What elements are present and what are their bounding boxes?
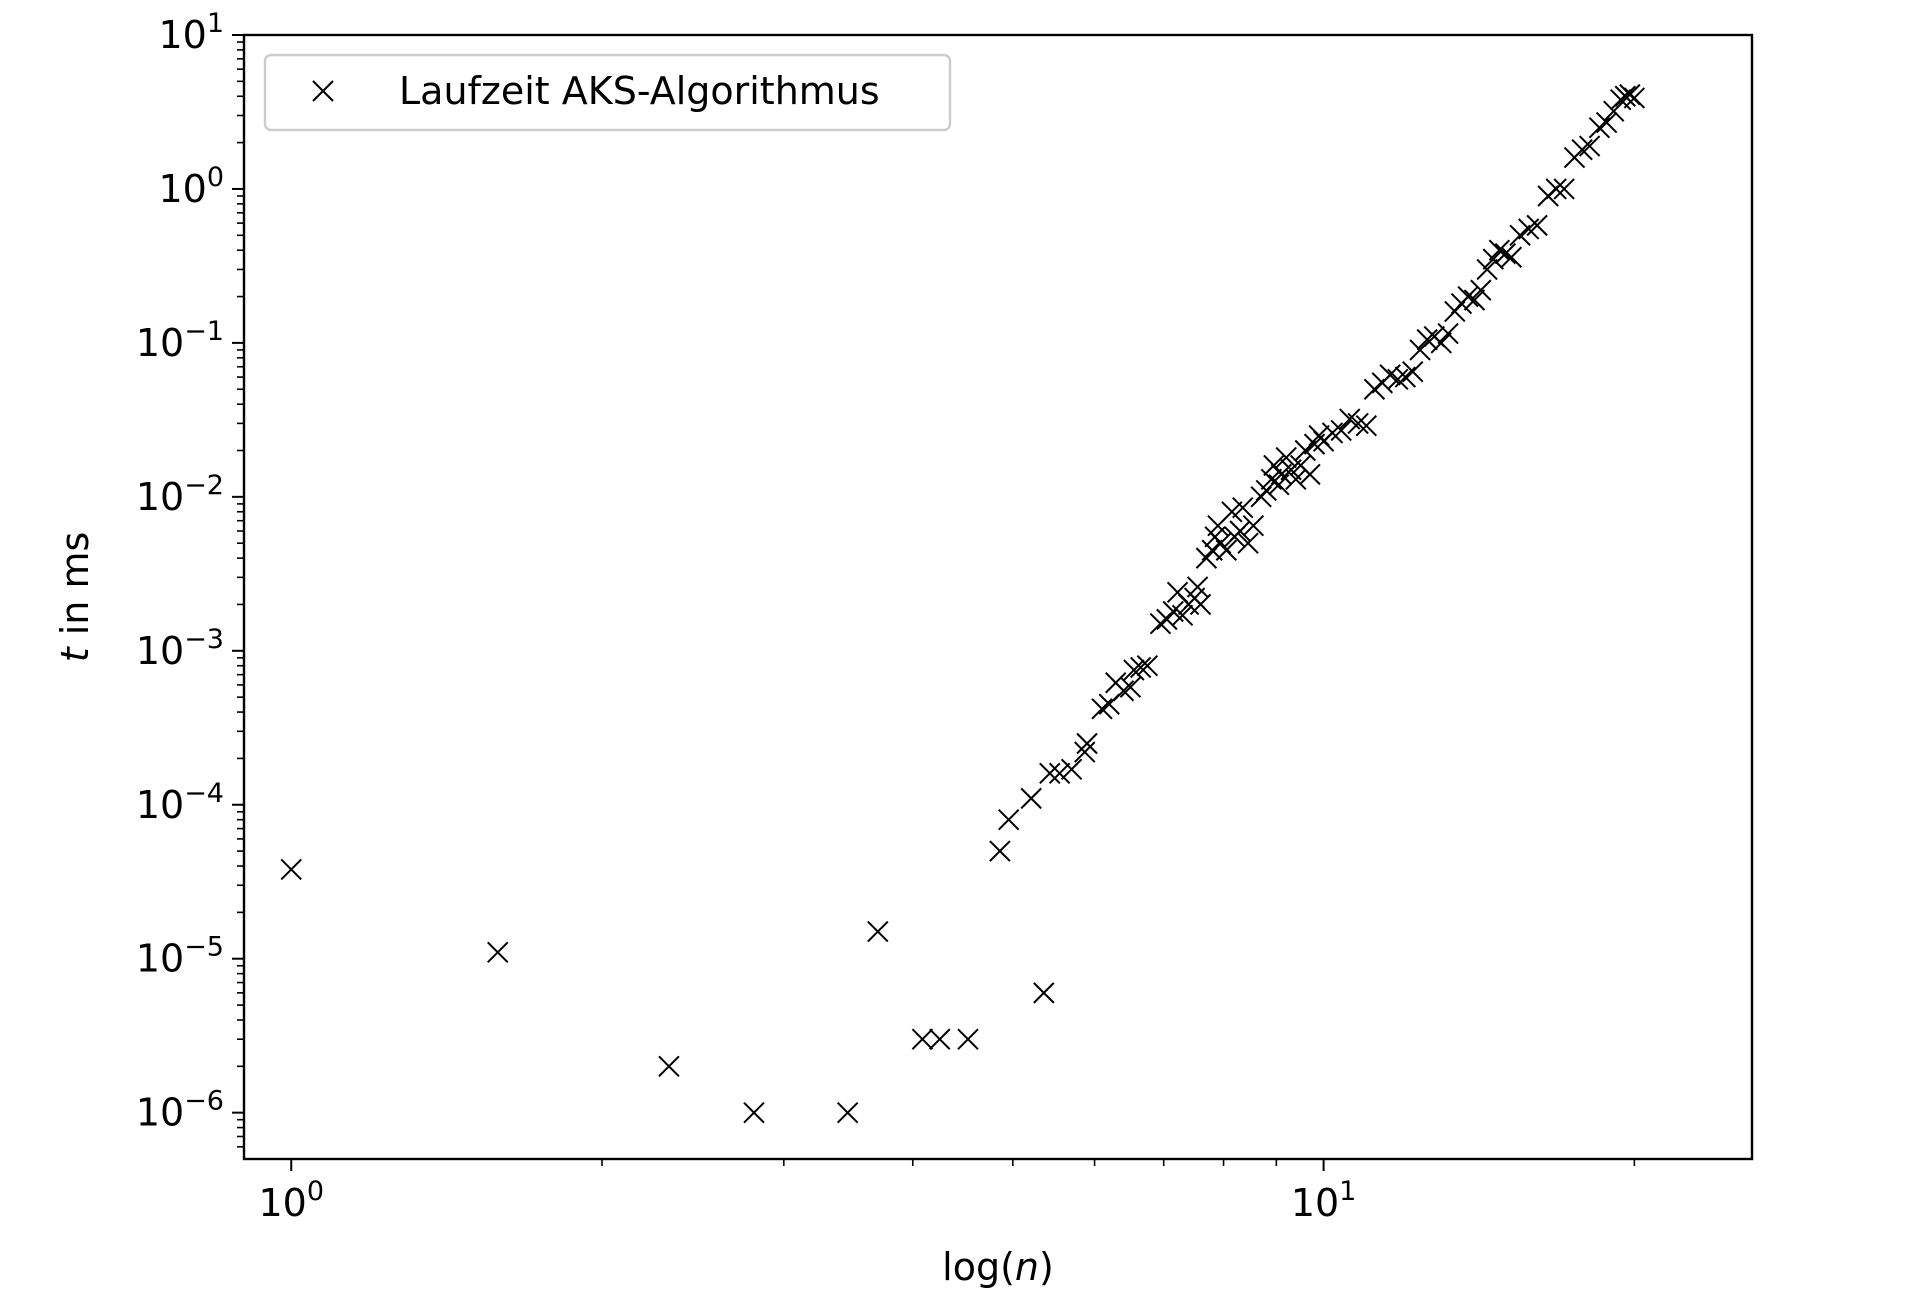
legend-marker-x-icon	[312, 80, 334, 102]
data-point	[1457, 285, 1479, 308]
data-point	[1476, 258, 1498, 281]
data-point	[997, 808, 1020, 831]
legend-label: Laufzeit AKS-Algorithmus	[399, 69, 880, 113]
data-point	[1416, 328, 1438, 351]
data-point	[1571, 138, 1593, 161]
data-point	[1614, 85, 1637, 107]
data-point	[1355, 414, 1378, 437]
data-point	[1430, 332, 1452, 354]
data-point	[1494, 242, 1517, 265]
y-axis-label-rest: in ms	[53, 532, 97, 648]
data-point	[1076, 732, 1098, 755]
data-point	[1263, 454, 1285, 477]
data-point	[1330, 419, 1352, 442]
data-point	[1545, 178, 1567, 200]
data-point	[1595, 111, 1618, 134]
data-point	[1488, 239, 1511, 261]
legend: Laufzeit AKS-Algorithmus	[263, 53, 952, 132]
data-point	[929, 1028, 951, 1050]
y-axis-ticks: 101 100 10−1 10−2 10−3 10−4 10−5 10−6	[136, 8, 244, 1148]
data-point	[1275, 446, 1297, 469]
x-axis-label: log(n)	[942, 1245, 1054, 1289]
data-point	[1463, 289, 1486, 311]
data-point	[280, 858, 302, 881]
y-tick-label: 101	[158, 8, 224, 57]
data-point	[1060, 758, 1083, 780]
x-axis-label-variable: n	[1015, 1245, 1039, 1289]
x-tick-label: 101	[1291, 1176, 1357, 1225]
data-point	[1091, 698, 1113, 720]
data-point	[1189, 593, 1212, 616]
data-point	[1285, 468, 1307, 491]
data-point	[1299, 463, 1321, 486]
y-axis-label-variable: t	[53, 645, 97, 662]
data-point	[1387, 368, 1409, 391]
y-tick-label: 10−5	[136, 932, 224, 981]
data-point	[1470, 279, 1492, 301]
data-point	[1229, 520, 1251, 542]
data-point	[1553, 178, 1575, 200]
legend-box	[263, 53, 952, 132]
data-point	[836, 1101, 859, 1124]
x-axis-ticks: 100 101	[258, 1159, 1636, 1225]
data-point	[487, 941, 509, 964]
y-tick-label: 100	[158, 162, 224, 211]
data-point	[867, 920, 889, 943]
data-point	[1578, 135, 1601, 157]
y-tick-label: 10−1	[136, 316, 224, 365]
y-tick-label: 10−6	[136, 1086, 224, 1135]
data-point	[1039, 762, 1061, 785]
data-point	[1437, 322, 1459, 345]
data-point	[1171, 604, 1194, 627]
data-point	[1020, 787, 1042, 810]
data-point	[1482, 248, 1504, 270]
data-point	[1048, 762, 1071, 785]
y-tick-label: 10−2	[136, 470, 224, 519]
data-point	[989, 840, 1011, 862]
data-point	[1347, 412, 1369, 435]
data-point	[1221, 501, 1243, 523]
data-point	[1242, 514, 1265, 537]
data-point	[1123, 659, 1145, 681]
data-point	[658, 1055, 680, 1078]
data-point	[743, 1101, 765, 1124]
data-point	[1215, 539, 1238, 561]
data-point	[1623, 87, 1646, 109]
data-point	[911, 1028, 934, 1050]
data-point	[957, 1028, 979, 1050]
data-point	[1402, 360, 1424, 383]
data-point	[1321, 422, 1344, 444]
data-point	[1186, 576, 1209, 598]
y-tick-label: 10−4	[136, 778, 224, 827]
data-point	[1033, 982, 1055, 1004]
data-point	[1526, 214, 1548, 237]
data-point	[1074, 741, 1096, 763]
data-point	[1119, 676, 1142, 698]
x-axis-label-close: )	[1039, 1245, 1054, 1289]
x-axis-label-main: log(	[942, 1245, 1015, 1289]
data-point	[1112, 680, 1135, 702]
x-tick-label: 100	[258, 1176, 324, 1225]
data-points	[280, 83, 1646, 1124]
y-tick-label: 10−3	[136, 624, 224, 673]
data-point	[1232, 497, 1254, 519]
data-point	[1509, 224, 1531, 247]
plot-area-frame	[242, 33, 1754, 1161]
data-point	[1500, 246, 1523, 268]
data-point	[1129, 656, 1152, 679]
data-point	[1136, 655, 1159, 677]
data-point	[1237, 532, 1259, 554]
y-axis-label: t in ms	[53, 532, 97, 663]
